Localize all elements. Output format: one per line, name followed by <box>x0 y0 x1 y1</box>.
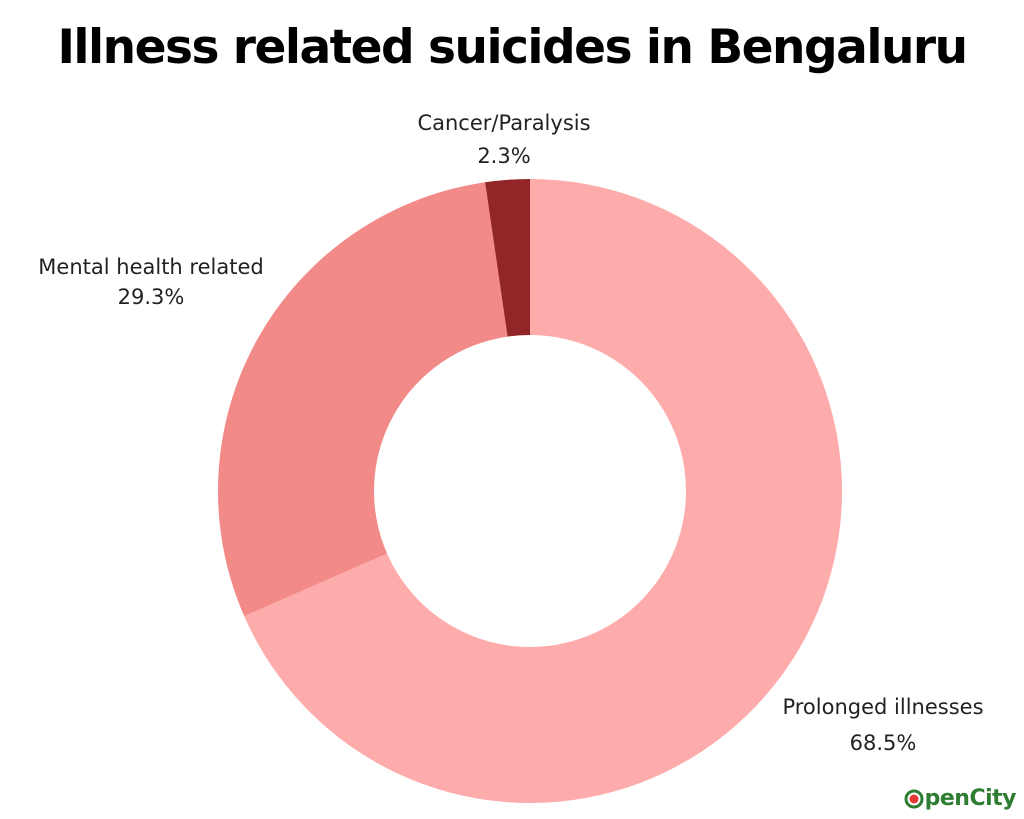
chart-title: Illness related suicides in Bengaluru <box>57 20 968 75</box>
opencity-logo-icon <box>904 789 924 809</box>
slice-label-value: 68.5% <box>850 731 917 755</box>
slice-labels: Prolonged illnesses 68.5% Mental health re… <box>38 111 983 755</box>
slice-label-name: Prolonged illnesses <box>782 695 983 719</box>
slice-label-name: Mental health related <box>38 255 263 279</box>
opencity-logo: pen City <box>904 786 1016 811</box>
slice-label-value: 29.3% <box>118 285 185 309</box>
logo-text-open: pen <box>924 786 970 811</box>
slice-cancer-paralysis <box>485 179 530 337</box>
slice-label-value: 2.3% <box>477 144 530 168</box>
logo-text-city: City <box>969 786 1016 811</box>
slice-prolonged-illnesses <box>244 179 842 803</box>
donut-slices <box>218 179 842 803</box>
slice-mental-health-related <box>218 182 508 617</box>
slice-label-name: Cancer/Paralysis <box>417 111 590 135</box>
